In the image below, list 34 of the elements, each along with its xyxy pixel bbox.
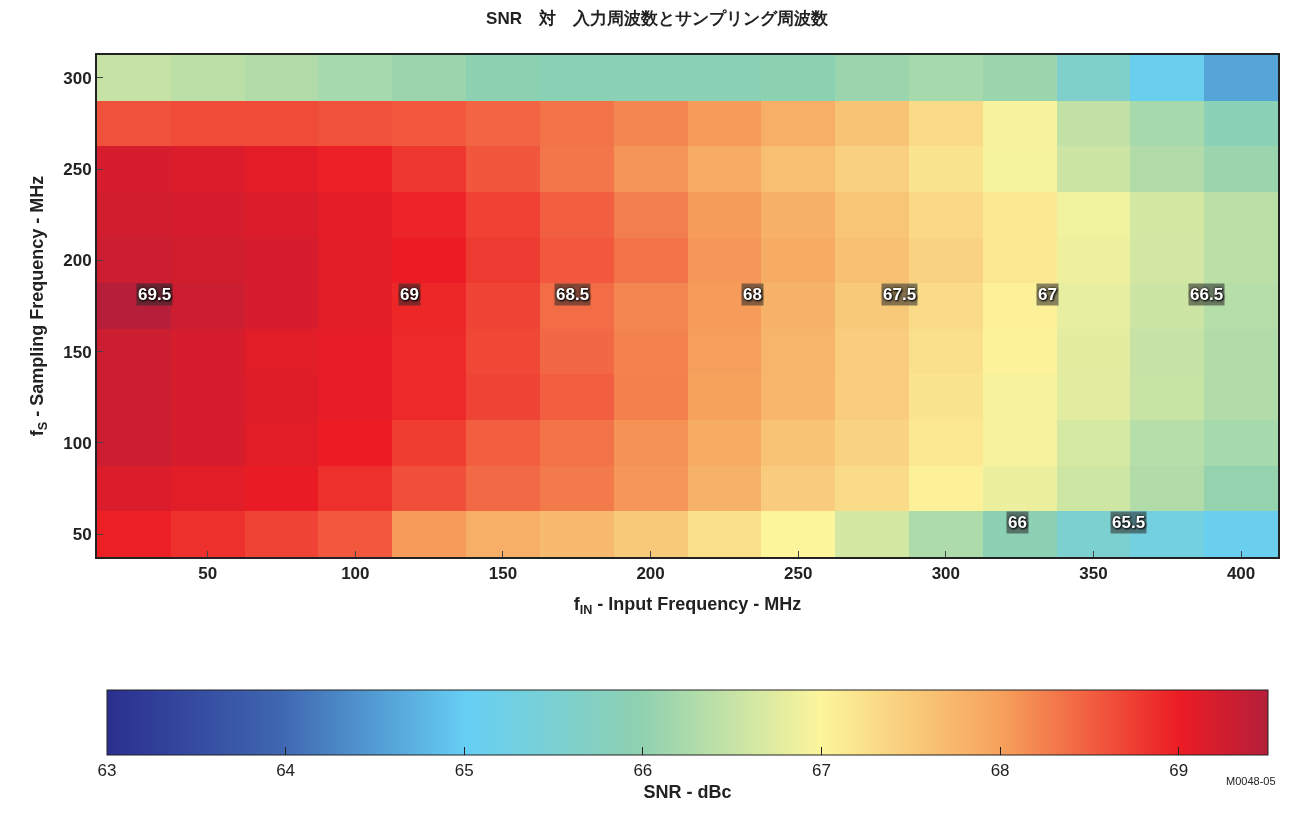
x-tick-label: 100 — [341, 564, 370, 584]
annotation: 67.5 — [883, 285, 917, 304]
y-tick-label: 250 — [63, 160, 92, 180]
y-tick-label: 150 — [63, 342, 92, 362]
color-bar-label: 68 — [990, 761, 1010, 781]
x-tick-label: 250 — [784, 564, 813, 584]
y-tick-label: 200 — [63, 251, 92, 271]
color-bar-label: 66 — [633, 761, 653, 781]
text: M0048-05 — [1226, 775, 1276, 787]
y-tick-label: 100 — [63, 433, 92, 453]
chart-title: SNR 対 入力周波数とサンプリング周波数 — [486, 9, 829, 29]
color-bar-label: 65 — [454, 761, 474, 781]
annotation: 66.5 — [1190, 285, 1224, 304]
color-bar-label: 63 — [97, 761, 117, 781]
x-tick-label: 200 — [636, 564, 665, 584]
annotation: 68 — [743, 285, 762, 304]
annotation: 69.5 — [138, 285, 172, 304]
x-tick-label: 300 — [931, 564, 961, 584]
x-tick-label: 400 — [1226, 564, 1256, 584]
color-bar-label: 67 — [812, 761, 831, 781]
x-tick-label: 350 — [1079, 564, 1108, 584]
annotation: 66 — [1008, 513, 1027, 532]
color-bar-label: 69 — [1169, 761, 1189, 781]
x-tick-label: 50 — [198, 564, 218, 584]
annotation: 68.5 — [556, 285, 590, 304]
y-tick-label: 300 — [63, 68, 92, 88]
x-axis-title: f$_{IN}$ - Input Frequency - MHz — [573, 594, 802, 617]
annotation: 69 — [400, 285, 419, 304]
annotation: 65.5 — [1112, 513, 1146, 532]
annotation: 67 — [1038, 285, 1057, 304]
x-tick-label: 150 — [488, 564, 518, 584]
y-tick-label: 50 — [72, 525, 92, 545]
color-bar-title: SNR - dBc — [643, 782, 732, 803]
color-bar-label: 64 — [276, 761, 296, 781]
